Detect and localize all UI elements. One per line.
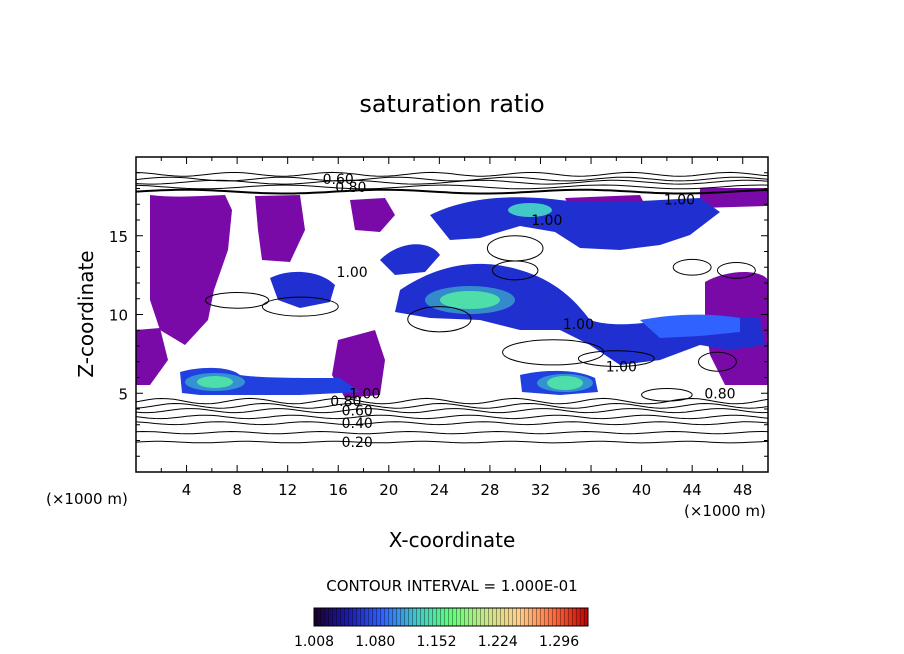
contour-line-top xyxy=(136,184,768,190)
contour-line-top xyxy=(136,171,768,177)
contour-line-top xyxy=(136,176,768,182)
contour-label: 0.80 xyxy=(330,394,361,410)
contour-label: 0.60 xyxy=(342,404,373,420)
y-axis-label: Z-coordinate xyxy=(74,250,98,377)
x-axis-unit-label: (×1000 m) xyxy=(684,502,766,520)
contour-line xyxy=(136,430,768,435)
x-tick-label: 16 xyxy=(329,481,348,499)
contour-label: 1.00 xyxy=(664,193,695,209)
colorbar-tick-label: 1.080 xyxy=(355,634,395,650)
contour-line xyxy=(136,421,768,426)
y-axis-ticks: 5 10 15 xyxy=(109,172,768,457)
contour-loop xyxy=(491,260,539,281)
contour-interval-text: CONTOUR INTERVAL = 1.000E-01 xyxy=(326,577,577,595)
x-tick-label: 20 xyxy=(379,481,398,499)
contour-loop xyxy=(577,350,655,367)
colorbar xyxy=(313,607,589,627)
x-tick-label: 8 xyxy=(232,481,242,499)
y-tick-label: 10 xyxy=(109,307,128,325)
contour-label: 0.80 xyxy=(704,386,735,402)
contour-label: 0.40 xyxy=(342,416,373,432)
colorbar-tick-label: 1.152 xyxy=(416,634,456,650)
y-tick-label: 5 xyxy=(118,385,128,403)
x-axis-label: X-coordinate xyxy=(389,528,516,552)
contour-lines xyxy=(136,171,768,444)
x-tick-label: 4 xyxy=(182,481,192,499)
contour-loop xyxy=(205,291,270,309)
colorbar-tick-label: 1.008 xyxy=(294,634,334,650)
contour-loop xyxy=(641,388,693,402)
x-tick-label: 48 xyxy=(733,481,752,499)
contour-loop xyxy=(716,262,756,279)
colorbar-frame xyxy=(313,607,589,627)
contour-label: 1.00 xyxy=(337,265,368,281)
contour-labels: 0.600.801.001.001.001.001.000.801.000.80… xyxy=(323,172,736,451)
contour-loop xyxy=(261,296,339,317)
plot-field xyxy=(136,171,768,444)
colorbar-stripes xyxy=(314,608,588,626)
contour-label: 1.00 xyxy=(349,386,380,402)
contour-line xyxy=(136,397,768,405)
contour-label: 1.00 xyxy=(563,317,594,333)
colorbar-tick-label: 1.224 xyxy=(478,634,518,650)
x-axis-ticks: 4 8 12 16 20 24 28 32 36 40 44 48 xyxy=(160,157,752,499)
x-tick-label: 24 xyxy=(430,481,449,499)
x-tick-label: 12 xyxy=(278,481,297,499)
contour-line xyxy=(136,402,768,409)
y-tick-label: 15 xyxy=(109,228,128,246)
contour-line-top xyxy=(136,179,768,185)
contour-label: 1.00 xyxy=(531,213,562,229)
contour-line xyxy=(136,440,768,444)
contour-loop xyxy=(407,306,472,333)
y-axis-unit-label: (×1000 m) xyxy=(46,490,128,508)
contour-loop xyxy=(672,258,712,276)
x-tick-label: 36 xyxy=(581,481,600,499)
x-tick-label: 28 xyxy=(480,481,499,499)
contour-line-top xyxy=(136,188,768,195)
x-tick-label: 32 xyxy=(531,481,550,499)
contour-line xyxy=(136,408,768,414)
contour-line xyxy=(136,414,768,420)
colorbar-tick-labels: 1.008 1.080 1.152 1.224 1.296 xyxy=(294,634,579,650)
x-tick-label: 40 xyxy=(632,481,651,499)
contour-label: 1.00 xyxy=(606,359,637,375)
contour-label: 0.60 xyxy=(323,172,354,188)
contour-label: 0.20 xyxy=(342,435,373,451)
contour-label: 0.80 xyxy=(335,180,366,196)
contour-loop xyxy=(502,339,605,366)
contour-loop xyxy=(486,235,544,262)
contour-loop xyxy=(697,351,737,372)
colorbar-tick-label: 1.296 xyxy=(539,634,579,650)
x-tick-label: 44 xyxy=(683,481,702,499)
chart-title: saturation ratio xyxy=(359,90,544,118)
